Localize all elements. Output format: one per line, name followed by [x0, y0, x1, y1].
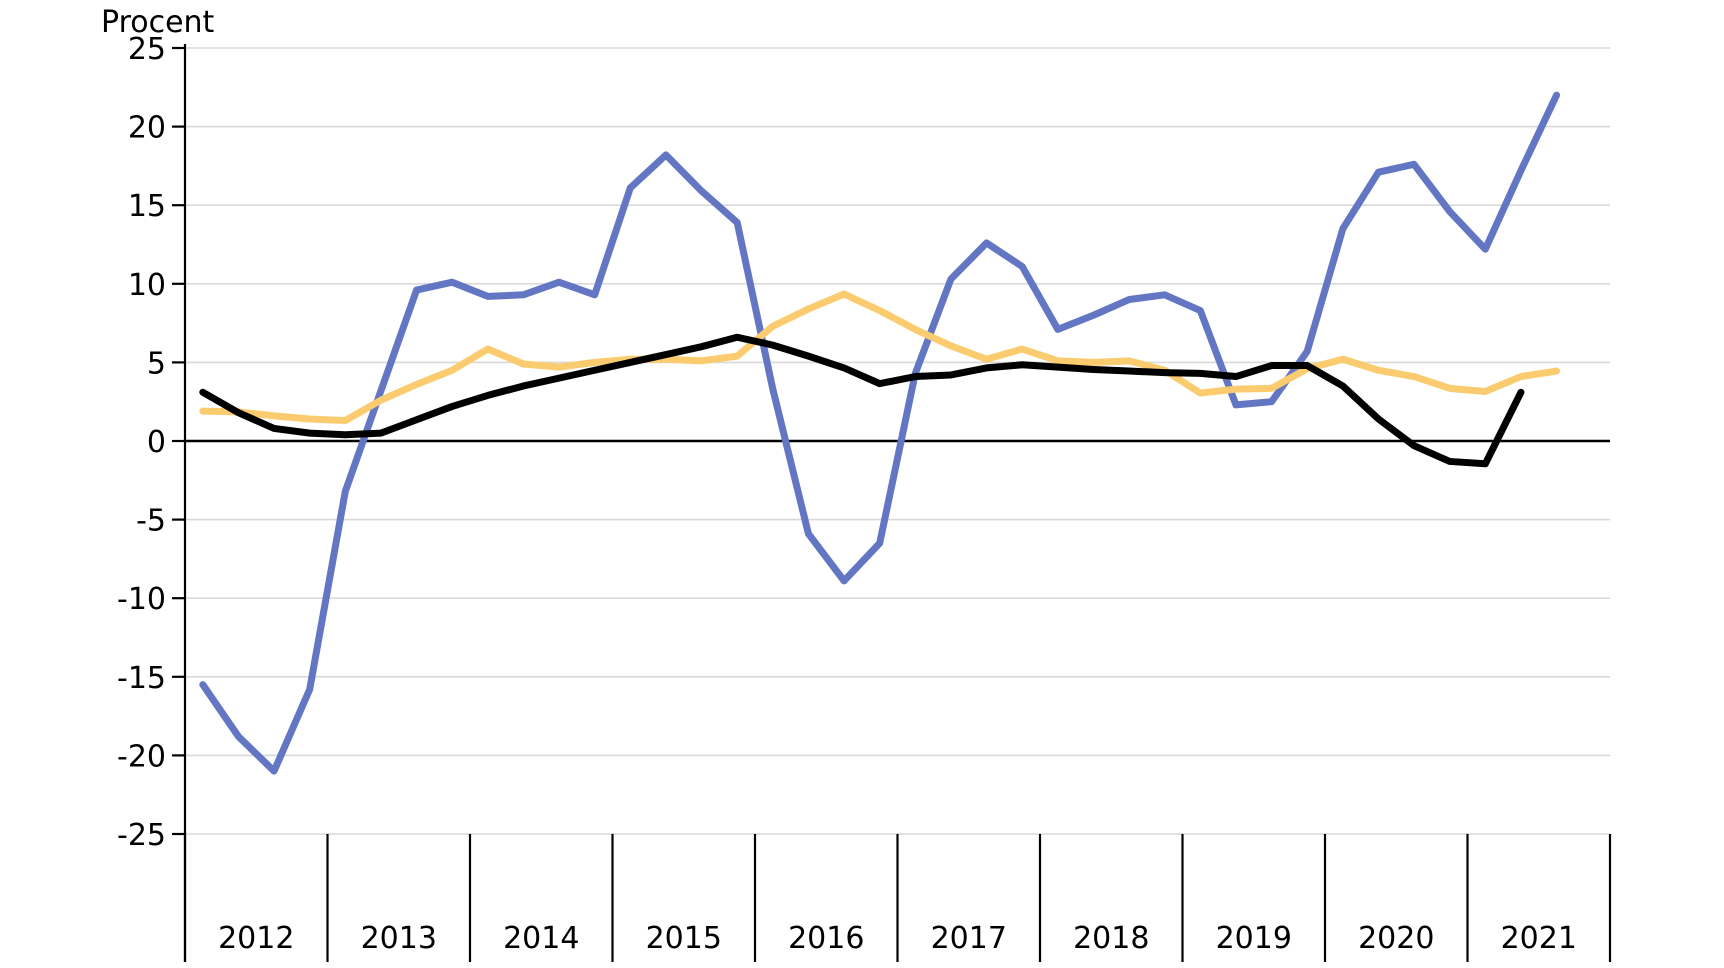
x-year-label: 2013	[361, 921, 437, 956]
y-tick-label: -15	[117, 661, 166, 696]
y-tick-label: -5	[136, 504, 166, 539]
y-tick-label: -10	[117, 582, 166, 617]
x-year-label: 2020	[1358, 921, 1434, 956]
y-tick-label: 20	[128, 111, 166, 146]
y-tick-label: 25	[128, 32, 166, 67]
x-year-label: 2017	[931, 921, 1007, 956]
series-polyline-yellow-line	[199, 290, 1561, 425]
y-tick-label: -25	[117, 818, 166, 853]
x-year-label: 2015	[646, 921, 722, 956]
y-tick-label: -20	[117, 739, 166, 774]
series-polyline-blue-line	[199, 91, 1561, 775]
x-year-label: 2016	[788, 921, 864, 956]
series-polyline-black-line	[199, 333, 1525, 468]
y-tick-label: 0	[147, 425, 166, 460]
x-year-label: 2018	[1073, 921, 1149, 956]
x-year-label: 2021	[1501, 921, 1577, 956]
x-year-label: 2012	[218, 921, 294, 956]
y-tick-label: 15	[128, 189, 166, 224]
y-tick-label: 5	[147, 346, 166, 381]
y-tick-label: 10	[128, 268, 166, 303]
x-year-label: 2019	[1216, 921, 1292, 956]
y-axis-unit-label: Procent	[101, 5, 215, 40]
x-year-label: 2014	[503, 921, 579, 956]
